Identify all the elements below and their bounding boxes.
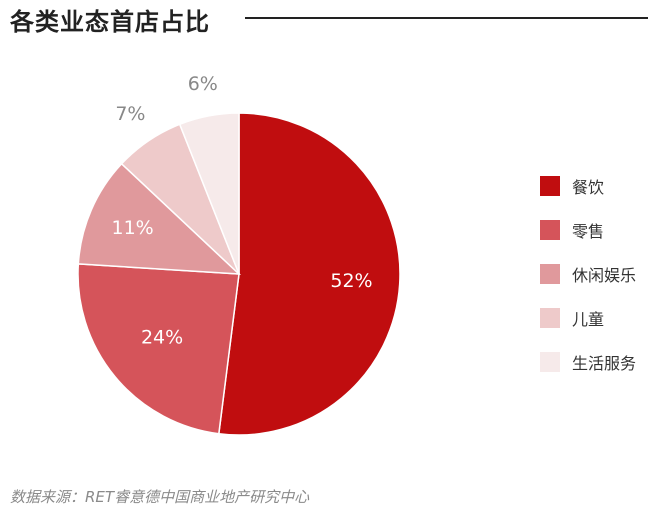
slice-label-4: 7% [115, 103, 145, 125]
pie-slice-3 [77, 162, 242, 275]
title-rule [245, 17, 648, 19]
pie-slice-5 [178, 112, 240, 275]
legend-swatch [540, 352, 560, 372]
legend: 餐饮零售休闲娱乐儿童生活服务 [540, 172, 636, 392]
pie-slice-2 [77, 263, 240, 435]
legend-label: 餐饮 [572, 178, 605, 197]
legend-item-3: 休闲娱乐 [540, 260, 636, 288]
legend-label: 生活服务 [572, 354, 637, 373]
slice-label-2: 24% [141, 327, 183, 349]
legend-item-1: 餐饮 [540, 172, 636, 200]
legend-label: 儿童 [572, 310, 605, 329]
legend-swatch [540, 176, 560, 196]
legend-swatch [540, 220, 560, 240]
legend-item-4: 儿童 [540, 304, 636, 332]
source-note: 数据来源：RET睿意德中国商业地产研究中心 [10, 488, 310, 506]
slice-label-1: 52% [330, 270, 372, 292]
chart-title: 各类业态首店占比 [10, 8, 210, 36]
pie-slice-1 [217, 112, 401, 436]
slice-label-5: 6% [188, 73, 218, 95]
legend-swatch [540, 264, 560, 284]
legend-swatch [540, 308, 560, 328]
legend-label: 零售 [572, 222, 605, 241]
slice-label-3: 11% [111, 217, 153, 239]
legend-label: 休闲娱乐 [572, 266, 637, 285]
legend-item-5: 生活服务 [540, 348, 636, 376]
legend-item-2: 零售 [540, 216, 636, 244]
